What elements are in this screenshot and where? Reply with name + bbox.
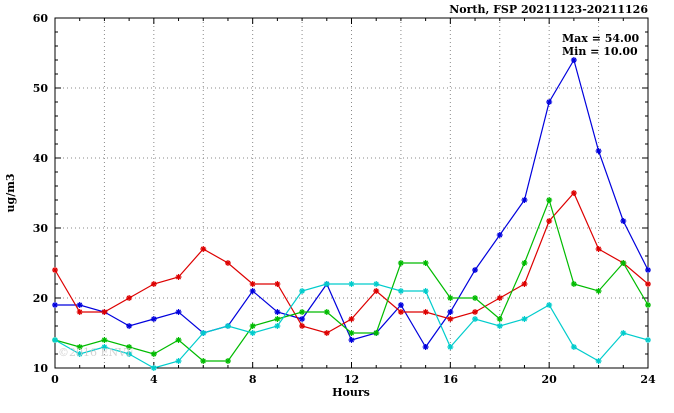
x-axis-label: Hours: [332, 386, 370, 399]
chart-title: North, FSP 20211123-20211126: [449, 3, 648, 16]
min-annotation: Min = 10.00: [562, 45, 638, 58]
x-tick-label: 4: [150, 373, 158, 386]
y-tick-label: 60: [33, 12, 49, 25]
watermark: ©2016 ENVF: [58, 346, 134, 359]
x-tick-label: 16: [443, 373, 459, 386]
grid-layer: [55, 18, 648, 368]
axis-layer: 0 4 8 12 16 20 24 10 20 30 40 50 60: [33, 12, 656, 386]
series-cyan-markers: [52, 281, 651, 371]
y-axis-label: ug/m3: [4, 174, 17, 213]
y-tick-label: 40: [33, 152, 49, 165]
x-tick-label: 24: [640, 373, 656, 386]
y-tick-label: 30: [33, 222, 49, 235]
series-red-markers: [52, 190, 651, 336]
series-green-line: [54, 198, 649, 362]
y-tick-label: 10: [33, 362, 49, 375]
y-tick-label: 20: [33, 292, 49, 305]
x-tick-label: 0: [51, 373, 59, 386]
x-tick-label: 12: [344, 373, 359, 386]
series-blue-line: [55, 58, 649, 349]
x-tick-label: 20: [542, 373, 558, 386]
y-tick-label: 50: [33, 82, 49, 95]
x-tick-label: 8: [249, 373, 257, 386]
max-annotation: Max = 54.00: [562, 32, 640, 45]
series-layer: [52, 57, 651, 371]
